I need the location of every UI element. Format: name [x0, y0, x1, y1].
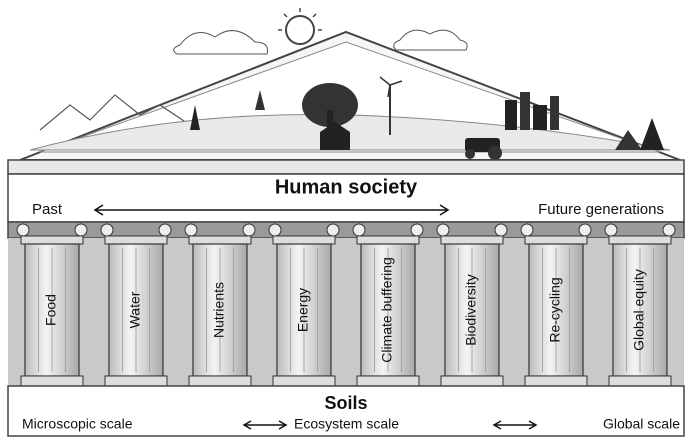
soils-title: Soils	[324, 393, 367, 413]
capital	[440, 235, 504, 245]
scale-label: Global scale	[603, 416, 680, 432]
pillar-label: Biodiversity	[463, 274, 479, 346]
volute	[604, 223, 618, 237]
capital	[524, 235, 588, 245]
frieze	[7, 173, 685, 223]
capital	[20, 235, 84, 245]
pillar-label: Food	[43, 294, 59, 326]
pillar-label: Energy	[295, 288, 311, 332]
capital	[608, 235, 672, 245]
volute	[326, 223, 340, 237]
volute	[352, 223, 366, 237]
volute	[268, 223, 282, 237]
volute	[16, 223, 30, 237]
scale-label: Ecosystem scale	[294, 416, 399, 432]
volute	[184, 223, 198, 237]
capital	[104, 235, 168, 245]
volute	[578, 223, 592, 237]
volute	[662, 223, 676, 237]
volute	[74, 223, 88, 237]
timeline-end: Future generations	[538, 201, 664, 218]
pillar-foot	[524, 375, 588, 387]
volute	[242, 223, 256, 237]
base	[7, 385, 685, 437]
pillar-label: Global equity	[631, 269, 647, 351]
pillar-foot	[608, 375, 672, 387]
pillar-foot	[188, 375, 252, 387]
pillar-foot	[104, 375, 168, 387]
pillar-foot	[440, 375, 504, 387]
pillar-label: Water	[127, 291, 143, 328]
volute	[410, 223, 424, 237]
pillar-foot	[356, 375, 420, 387]
volute	[100, 223, 114, 237]
capital	[188, 235, 252, 245]
pillar-foot	[272, 375, 336, 387]
scale-arrows	[242, 420, 538, 430]
pillar-label: Nutrients	[211, 282, 227, 338]
society-title: Human society	[275, 176, 418, 198]
volute	[158, 223, 172, 237]
volute	[436, 223, 450, 237]
cornice	[7, 159, 685, 175]
volute	[494, 223, 508, 237]
capital	[356, 235, 420, 245]
timeline-start: Past	[32, 201, 63, 218]
scene	[29, 8, 671, 160]
capital	[272, 235, 336, 245]
pillar-foot	[20, 375, 84, 387]
scale-label: Microscopic scale	[22, 416, 133, 432]
timeline-arrow	[93, 204, 450, 216]
pillar-label: Re-cycling	[547, 277, 563, 342]
volute	[520, 223, 534, 237]
pillar-label: Climate buffering	[379, 257, 395, 363]
